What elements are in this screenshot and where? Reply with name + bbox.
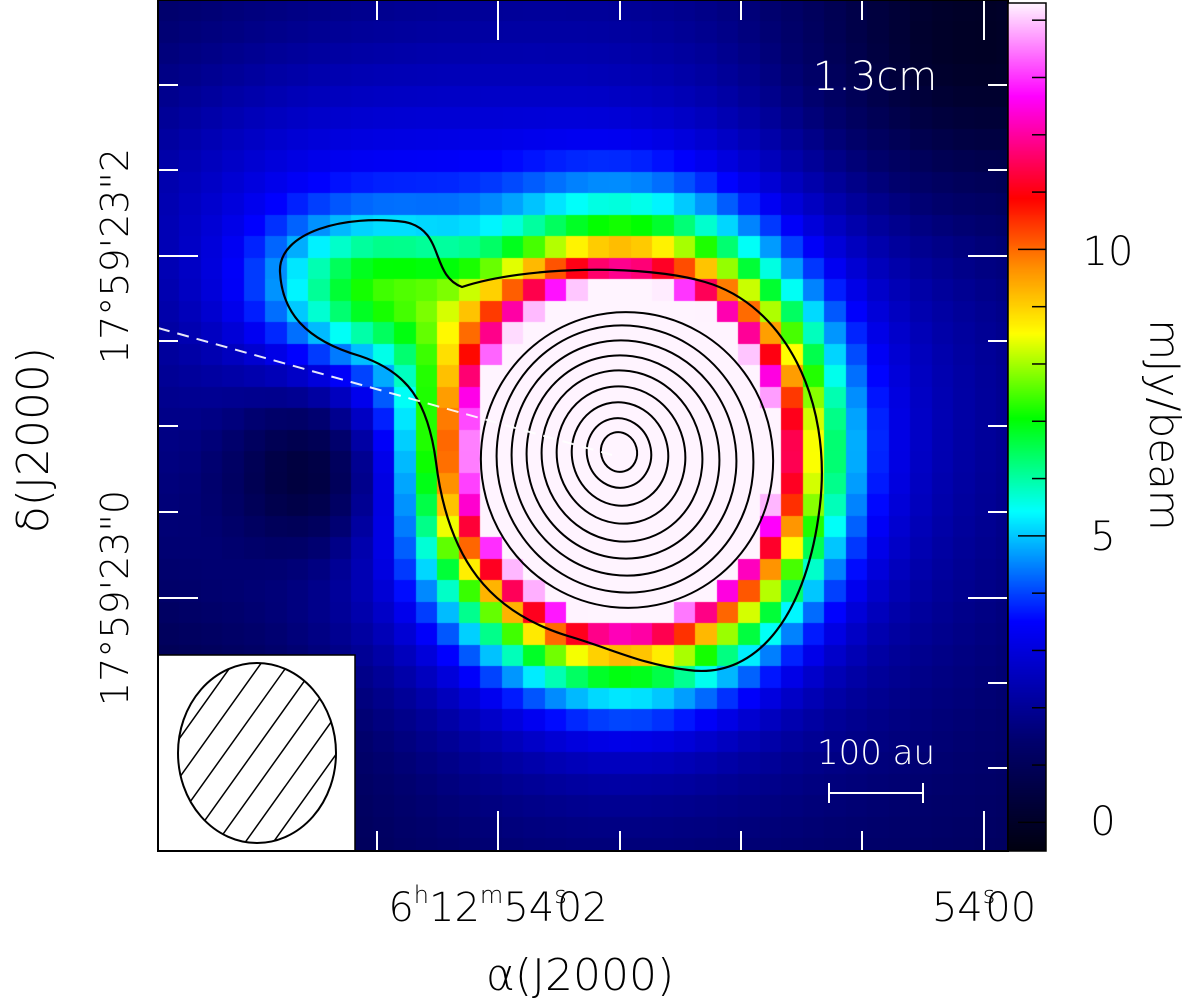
- scale-bar: [828, 783, 924, 803]
- x-tick-label-1: 6h12m54s02: [388, 881, 607, 931]
- contour: [479, 311, 775, 609]
- colorbar-ticks: [1018, 19, 1046, 824]
- beam-hatch-line: [0, 585, 177, 921]
- contour: [599, 431, 639, 473]
- contour: [555, 385, 687, 525]
- contour: [510, 339, 738, 577]
- y-tick-label-2: 17°59'23"0: [93, 490, 137, 706]
- scale-bar-label: 100 au: [817, 733, 935, 773]
- beam-hatch-line: [178, 663, 336, 843]
- contours: [158, 219, 823, 673]
- band-label: 1.3cm: [813, 54, 938, 100]
- contour: [585, 417, 653, 489]
- beam-hatch-line: [188, 663, 336, 843]
- beam-ellipse: [0, 585, 337, 921]
- beam-hatch-line: [178, 663, 336, 843]
- beam-hatch-line: [178, 663, 336, 843]
- x-axis-label: α(J2000): [486, 950, 674, 1001]
- x-tick-label-2: 54s00: [932, 881, 1036, 931]
- y-axis-label: δ(J2000): [8, 347, 59, 533]
- contour: [570, 401, 670, 507]
- contour: [540, 369, 704, 543]
- y-tick-label-1: 17°59'23"2: [93, 148, 137, 364]
- colorbar: [1008, 3, 1046, 851]
- contour-outer: [278, 219, 823, 673]
- colorbar-tick-5: 5: [1090, 514, 1115, 560]
- beam-hatch-line: [178, 663, 318, 843]
- beam-box: [157, 654, 356, 852]
- colorbar-frame: [1007, 2, 1047, 852]
- contour: [525, 354, 721, 560]
- contour: [495, 324, 755, 594]
- colorbar-tick-0: 0: [1090, 799, 1115, 845]
- colorbar-tick-10: 10: [1083, 229, 1134, 275]
- colorbar-label: mJy/beam: [1140, 319, 1189, 530]
